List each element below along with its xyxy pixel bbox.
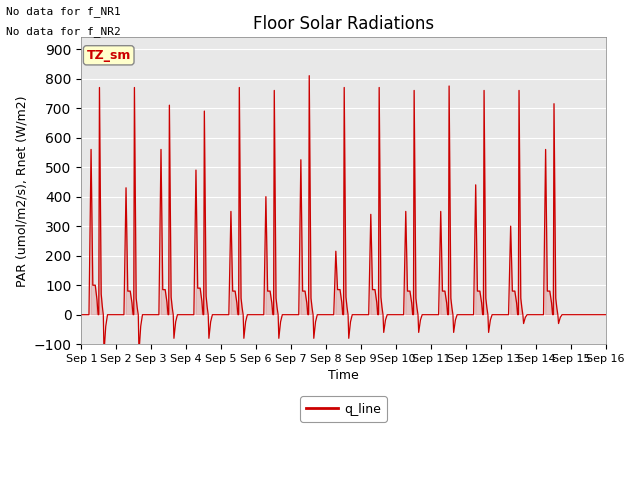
Y-axis label: PAR (umol/m2/s), Rnet (W/m2): PAR (umol/m2/s), Rnet (W/m2) [15,95,28,287]
X-axis label: Time: Time [328,370,359,383]
Legend: q_line: q_line [300,396,387,422]
Title: Floor Solar Radiations: Floor Solar Radiations [253,15,434,33]
Text: TZ_sm: TZ_sm [86,49,131,62]
Text: No data for f_NR2: No data for f_NR2 [6,25,121,36]
Text: No data for f_NR1: No data for f_NR1 [6,6,121,17]
